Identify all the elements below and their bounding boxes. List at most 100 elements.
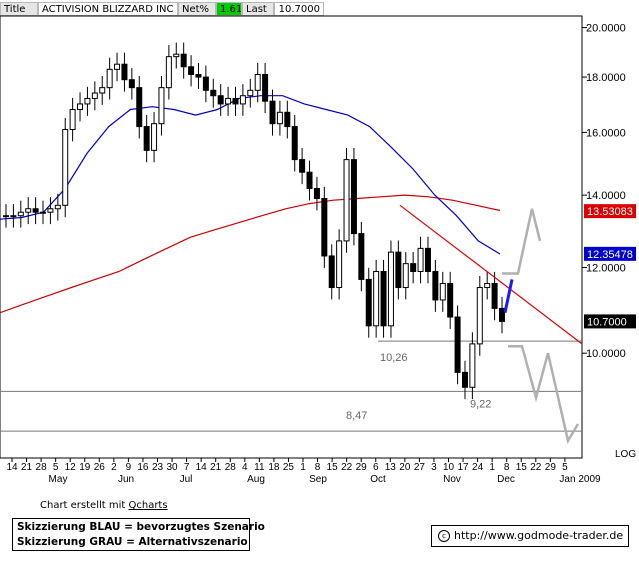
candle-body: [254, 73, 261, 91]
candle-body: [387, 251, 394, 327]
level-annotation: 8,47: [346, 410, 367, 422]
candle-body: [380, 270, 387, 327]
x-day-label: 29: [356, 462, 368, 473]
candle-body: [432, 270, 439, 301]
candle-body: [84, 97, 91, 105]
candle-body: [62, 128, 69, 206]
copyright-icon: c: [438, 530, 450, 542]
x-day-label: 7: [184, 462, 190, 473]
x-day-label: 5: [562, 462, 568, 473]
website-url[interactable]: http://www.godmode-trader.de: [454, 529, 624, 542]
candle-body: [328, 255, 335, 289]
candle-body: [151, 123, 158, 151]
x-day-label: 13: [385, 462, 397, 473]
candle-body: [143, 126, 150, 151]
x-day-label: 18: [268, 462, 280, 473]
y-axis-labels: 20.0000 18.0000 16.0000 14.0000 12.0000 10.00…: [582, 23, 636, 460]
x-day-label: 27: [414, 462, 426, 473]
x-day-label: 11: [254, 462, 265, 473]
candle-body: [491, 282, 498, 309]
candle-body: [284, 111, 291, 128]
y-tick-label: 10.0000: [586, 348, 626, 360]
candle-body: [32, 208, 39, 213]
x-day-label: 20: [399, 462, 411, 473]
annotations: 10,26 9,22 8,47: [346, 352, 491, 422]
candle-body: [291, 126, 298, 161]
scenario-legend: Skizzierung BLAU = bevorzugtes Szenario …: [12, 518, 265, 551]
y-tick-label: 12.0000: [586, 263, 626, 275]
candle-body: [10, 215, 17, 218]
candle-body: [476, 287, 483, 345]
candle-body: [469, 343, 476, 388]
candle-body: [410, 263, 417, 272]
candle-body: [158, 87, 165, 125]
candle-body: [121, 63, 128, 81]
candle-body: [276, 111, 283, 125]
candle-body: [202, 76, 209, 91]
x-day-label: 12: [65, 462, 77, 473]
x-month-label: Dec: [497, 474, 515, 485]
credit-link[interactable]: Qcharts: [128, 500, 168, 511]
x-month-label: Jul: [180, 474, 193, 485]
x-day-label: 26: [94, 462, 106, 473]
x-day-label: 22: [530, 462, 542, 473]
price-label-text: 13.53083: [587, 206, 633, 218]
candle-body: [321, 198, 328, 257]
x-month-label: Jun: [118, 474, 134, 485]
candle-body: [454, 316, 461, 373]
y-tick-label: 14.0000: [586, 190, 626, 202]
price-chart: 20.0000 18.0000 16.0000 14.0000 12.0000 10.00…: [0, 15, 636, 485]
x-month-label: Aug: [247, 474, 265, 485]
candle-body: [484, 282, 491, 289]
sma-long-path: [0, 194, 501, 314]
scenario-sketches: [502, 208, 580, 445]
candle-body: [447, 282, 454, 318]
candle-body: [417, 247, 424, 272]
y-tick-label: 20.0000: [586, 23, 626, 35]
candle-body: [269, 100, 276, 125]
plot-area: [0, 15, 583, 459]
x-month-label: May: [49, 474, 68, 485]
x-day-label: 14: [196, 462, 208, 473]
x-day-label: 14: [6, 462, 18, 473]
price-label-text: 12.35478: [587, 249, 633, 261]
scenario-grey-down-path: [508, 344, 580, 445]
candle-body: [499, 307, 505, 322]
x-day-label: 15: [516, 462, 528, 473]
price-label-box: [584, 204, 636, 219]
candle-body: [439, 282, 446, 301]
candle-body: [136, 87, 143, 128]
candle-body: [299, 159, 306, 173]
candle-body: [373, 270, 380, 327]
scenario-grey: Skizzierung GRAU = Alternativszenario: [17, 536, 248, 548]
candle-body: [262, 73, 269, 102]
x-day-label: 4: [242, 462, 248, 473]
candle-body: [343, 159, 350, 242]
candle-body: [313, 187, 320, 200]
price-labels: 13.53083 12.35478 10.7000: [584, 204, 636, 329]
x-day-label: 21: [21, 462, 33, 473]
x-day-label: 3: [431, 462, 437, 473]
price-label-box: [584, 246, 636, 261]
level-annotation: 9,22: [470, 398, 491, 410]
x-day-label: 29: [545, 462, 557, 473]
x-day-label: 8: [504, 462, 510, 473]
scenario-grey-up-path: [502, 208, 542, 275]
candle-body: [106, 68, 113, 89]
candle-body: [69, 108, 76, 130]
candle-body: [17, 211, 24, 217]
candle-body: [461, 371, 468, 388]
x-day-label: 25: [283, 462, 295, 473]
candle-body: [77, 103, 84, 110]
candle-body: [358, 233, 365, 280]
x-day-label: 19: [79, 462, 91, 473]
x-month-label: Nov: [443, 474, 461, 485]
trendline-path: [399, 204, 583, 345]
candle-body: [114, 63, 121, 70]
x-day-label: 28: [225, 462, 237, 473]
scenario-blue-path: [503, 279, 514, 314]
scenario-blue: Skizzierung BLAU = bevorzugtes Szenario: [17, 521, 265, 533]
log-scale-label: LOG: [615, 449, 636, 460]
candle-body: [99, 87, 106, 94]
candle-body: [91, 92, 98, 99]
